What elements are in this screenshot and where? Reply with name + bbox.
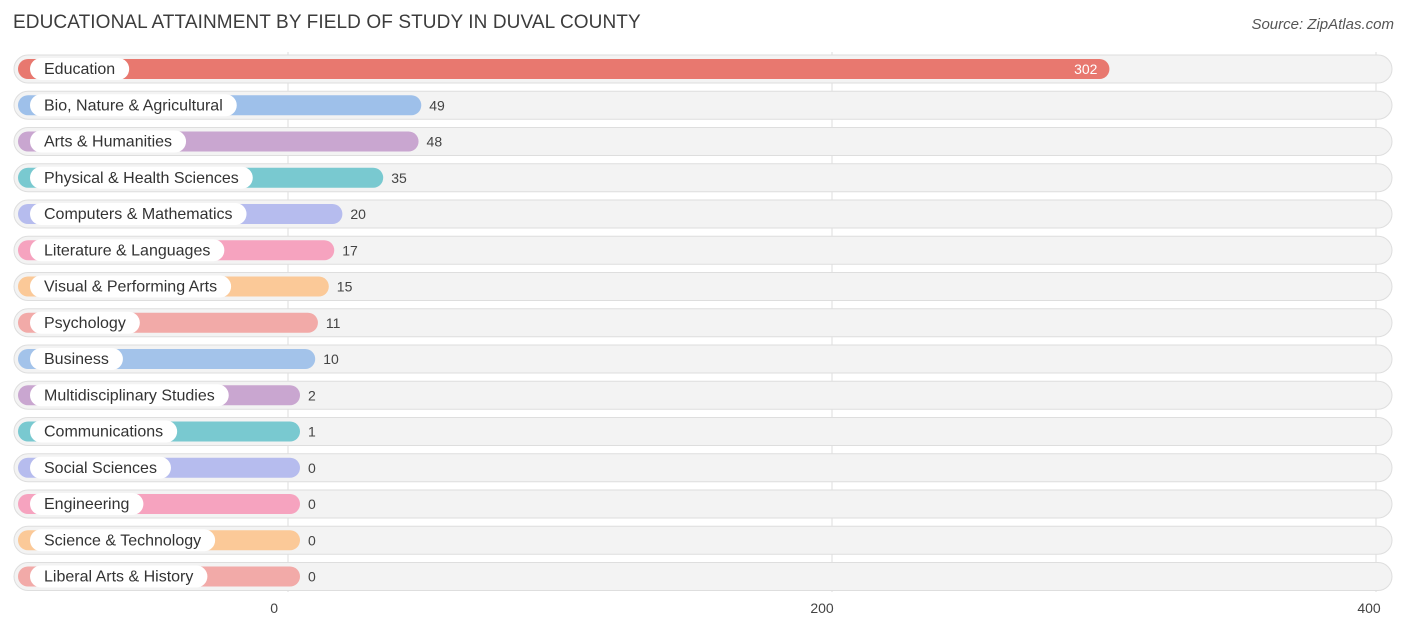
bars: Education 302 Bio, Nature & Agricultural 49… <box>13 54 1393 591</box>
value-label: 49 <box>429 97 445 113</box>
category-label-pill <box>30 58 130 80</box>
value-label: 1 <box>308 424 316 440</box>
category-label: Multidisciplinary Studies <box>44 387 215 404</box>
bar-row: Science & Technology 0 <box>13 525 1393 555</box>
bar-row: Bio, Nature & Agricultural 49 <box>13 90 1393 120</box>
category-label-pill <box>30 529 216 552</box>
value-label: 0 <box>308 496 316 512</box>
bar-row: Social Sciences 0 <box>13 453 1393 483</box>
bar-row: Physical & Health Sciences 35 <box>13 163 1393 193</box>
bar-track <box>13 199 1393 229</box>
value-label: 0 <box>308 460 316 476</box>
category-label-pill <box>30 166 253 189</box>
bar-track <box>13 453 1393 483</box>
bar-row: Liberal Arts & History 0 <box>13 562 1393 591</box>
category-label-pill <box>30 384 229 407</box>
value-label: 20 <box>350 206 366 222</box>
bar-track <box>13 344 1393 374</box>
bar-track <box>13 525 1393 555</box>
x-tick-label: 400 <box>1357 600 1381 616</box>
category-label-pill <box>30 239 225 262</box>
value-label: 48 <box>427 134 443 150</box>
bar-row: Communications 1 <box>13 417 1393 446</box>
category-label: Social Sciences <box>44 460 157 477</box>
value-label: 15 <box>337 279 353 295</box>
bar-row: Engineering 0 <box>13 489 1393 519</box>
category-label-pill <box>30 456 171 479</box>
category-label-pill <box>30 493 144 515</box>
source-attribution: Source: ZipAtlas.com <box>1251 16 1394 33</box>
category-label-pill <box>30 130 187 153</box>
category-label-pill <box>30 565 208 588</box>
x-tick-label: 0 <box>270 600 278 616</box>
category-label-pill <box>30 203 247 225</box>
x-tick-label: 200 <box>810 600 834 616</box>
category-label-pill <box>30 275 232 298</box>
value-label: 11 <box>326 315 341 331</box>
bar-track <box>13 380 1393 410</box>
bar-row: Literature & Languages 17 <box>13 235 1393 265</box>
bar-track <box>13 272 1393 301</box>
value-label: 0 <box>308 532 316 548</box>
category-label: Liberal Arts & History <box>44 569 193 586</box>
value-label: 2 <box>308 387 316 403</box>
bar-row: Computers & Mathematics 20 <box>13 199 1393 229</box>
chart-title: EDUCATIONAL ATTAINMENT BY FIELD OF STUDY… <box>13 12 641 33</box>
category-label: Computers & Mathematics <box>44 206 233 223</box>
bar-row: Visual & Performing Arts 15 <box>13 272 1393 301</box>
category-label: Physical & Health Sciences <box>44 170 239 187</box>
category-label: Business <box>44 351 109 368</box>
bar-row: Multidisciplinary Studies 2 <box>13 380 1393 410</box>
category-label: Visual & Performing Arts <box>44 279 217 296</box>
category-label: Communications <box>44 424 163 441</box>
bar-row: Business 10 <box>13 344 1393 374</box>
bar-track <box>13 235 1393 265</box>
value-label: 17 <box>342 242 358 258</box>
category-label: Science & Technology <box>44 532 201 549</box>
value-label: 0 <box>308 569 316 585</box>
bar-row: Education 302 <box>13 54 1393 84</box>
category-label-pill <box>30 420 178 443</box>
value-label: 35 <box>391 170 407 186</box>
bar-track <box>13 562 1393 591</box>
bar-track <box>13 417 1393 446</box>
category-label-pill <box>30 311 140 334</box>
bar <box>18 59 1110 79</box>
category-label: Arts & Humanities <box>44 134 172 151</box>
value-label: 302 <box>1074 61 1098 77</box>
category-label: Psychology <box>44 315 126 332</box>
value-label: 10 <box>323 351 339 367</box>
category-label: Engineering <box>44 496 129 513</box>
category-label-pill <box>30 94 237 117</box>
category-label: Literature & Languages <box>44 242 210 259</box>
category-label-pill <box>30 348 123 370</box>
category-label: Bio, Nature & Agricultural <box>44 97 223 114</box>
x-axis: 0 200 400 <box>270 600 1381 616</box>
bar-track <box>13 308 1393 338</box>
bar-row: Psychology 11 <box>13 308 1393 338</box>
category-label: Education <box>44 61 115 78</box>
bar-row: Arts & Humanities 48 <box>13 127 1393 156</box>
bar-track <box>13 489 1393 519</box>
